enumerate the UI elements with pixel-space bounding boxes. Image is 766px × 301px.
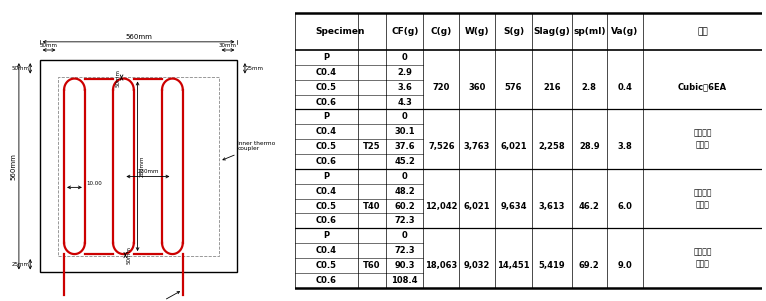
- Text: 60.2: 60.2: [394, 202, 415, 210]
- Text: Specimen: Specimen: [316, 27, 365, 36]
- Text: 30.1: 30.1: [394, 127, 415, 136]
- Text: C0.5: C0.5: [316, 261, 337, 270]
- Text: P: P: [323, 231, 329, 240]
- Text: CF(g): CF(g): [391, 27, 418, 36]
- Text: 50mm: 50mm: [126, 246, 131, 264]
- Text: 0: 0: [402, 231, 408, 240]
- Text: 37.6: 37.6: [394, 142, 415, 151]
- Text: 72.3: 72.3: [394, 216, 415, 225]
- Text: C0.5: C0.5: [316, 142, 337, 151]
- Text: 6,021: 6,021: [500, 142, 527, 151]
- Text: Slag(g): Slag(g): [534, 27, 570, 36]
- Text: 30mm: 30mm: [40, 43, 58, 48]
- Text: 28.9: 28.9: [579, 142, 600, 151]
- Text: C0.6: C0.6: [316, 98, 337, 107]
- Bar: [40, 60, 237, 272]
- Text: 0.4: 0.4: [617, 83, 633, 92]
- Text: 0: 0: [402, 172, 408, 181]
- Text: 열전도도
실험체: 열전도도 실험체: [693, 129, 712, 150]
- Text: 50mm: 50mm: [11, 66, 29, 71]
- Text: T25: T25: [363, 142, 381, 151]
- Text: Cubic：6EA: Cubic：6EA: [678, 83, 727, 92]
- Text: 9,634: 9,634: [500, 202, 527, 210]
- Text: 열전도도
실험체: 열전도도 실험체: [693, 188, 712, 209]
- Text: 25mm: 25mm: [246, 66, 264, 71]
- Text: 30mm: 30mm: [219, 43, 237, 48]
- Text: 9.0: 9.0: [617, 261, 633, 270]
- Text: 2.8: 2.8: [582, 83, 597, 92]
- Bar: [58, 76, 218, 256]
- Text: 48.2: 48.2: [394, 187, 415, 196]
- Text: 69.2: 69.2: [579, 261, 600, 270]
- Text: 216: 216: [543, 83, 561, 92]
- Text: 230mm: 230mm: [137, 169, 159, 175]
- Text: C0.6: C0.6: [316, 216, 337, 225]
- Text: 14,451: 14,451: [497, 261, 530, 270]
- Text: Inner thermo
coupler: Inner thermo coupler: [223, 141, 276, 160]
- Text: C0.4: C0.4: [316, 246, 337, 255]
- Text: C0.5: C0.5: [316, 83, 337, 92]
- Text: sp(ml): sp(ml): [573, 27, 606, 36]
- Text: 72.3: 72.3: [394, 246, 415, 255]
- Text: 6.0: 6.0: [617, 202, 633, 210]
- Text: C0.4: C0.4: [316, 127, 337, 136]
- Text: T40: T40: [363, 202, 381, 210]
- Text: C0.6: C0.6: [316, 276, 337, 285]
- Text: P: P: [323, 53, 329, 62]
- Text: C0.4: C0.4: [316, 68, 337, 77]
- Text: S(g): S(g): [503, 27, 524, 36]
- Text: T60: T60: [363, 261, 381, 270]
- Text: C0.6: C0.6: [316, 157, 337, 166]
- Text: 576: 576: [505, 83, 522, 92]
- Text: P: P: [323, 112, 329, 121]
- Text: 108.4: 108.4: [391, 276, 418, 285]
- Text: 560mm: 560mm: [125, 34, 152, 40]
- Text: 90.3: 90.3: [394, 261, 415, 270]
- Text: 7,526: 7,526: [428, 142, 455, 151]
- Text: 360: 360: [469, 83, 486, 92]
- Text: 9,032: 9,032: [464, 261, 490, 270]
- Text: 720: 720: [433, 83, 450, 92]
- Text: 46.2: 46.2: [579, 202, 600, 210]
- Text: Heating cable: Heating cable: [134, 292, 179, 301]
- Text: 0: 0: [402, 112, 408, 121]
- Text: C0.5: C0.5: [316, 202, 337, 210]
- Text: 0: 0: [402, 53, 408, 62]
- Text: 비고: 비고: [697, 27, 708, 36]
- Text: 2.9: 2.9: [398, 68, 412, 77]
- Text: 280mm: 280mm: [139, 156, 145, 177]
- Text: 10.00: 10.00: [87, 182, 103, 186]
- Text: C0.4: C0.4: [316, 187, 337, 196]
- Text: 3,613: 3,613: [538, 202, 565, 210]
- Text: P: P: [323, 172, 329, 181]
- Text: 2,258: 2,258: [538, 142, 565, 151]
- Text: 12,042: 12,042: [425, 202, 457, 210]
- Text: 45.2: 45.2: [394, 157, 415, 166]
- Text: 560mm: 560mm: [10, 153, 16, 180]
- Text: 4.3: 4.3: [398, 98, 412, 107]
- Text: 3.8: 3.8: [617, 142, 633, 151]
- Text: 6,021: 6,021: [464, 202, 490, 210]
- Text: 50mm: 50mm: [116, 69, 120, 87]
- Text: W(g): W(g): [465, 27, 489, 36]
- Text: 25mm: 25mm: [11, 262, 29, 267]
- Text: 3.6: 3.6: [398, 83, 412, 92]
- Text: 18,063: 18,063: [425, 261, 457, 270]
- Text: C(g): C(g): [430, 27, 452, 36]
- Text: 5,419: 5,419: [538, 261, 565, 270]
- Text: 열전도도
실험체: 열전도도 실험체: [693, 248, 712, 268]
- Text: 3,763: 3,763: [464, 142, 490, 151]
- Text: Va(g): Va(g): [611, 27, 639, 36]
